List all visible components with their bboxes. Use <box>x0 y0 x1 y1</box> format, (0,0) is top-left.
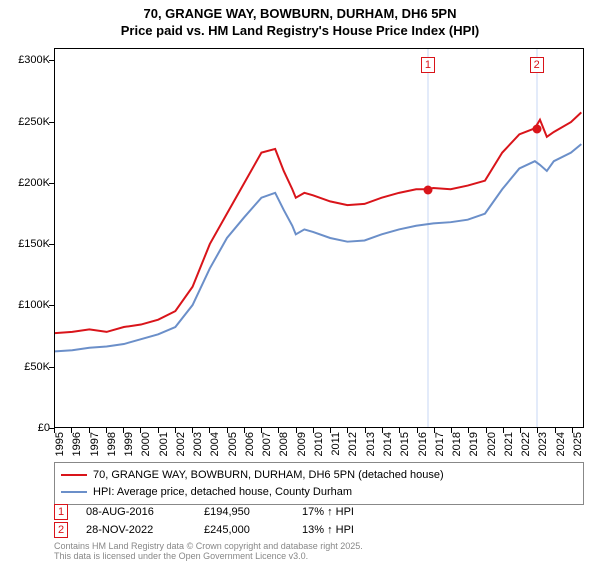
x-axis-label: 2007 <box>261 432 273 456</box>
y-axis-label: £150K <box>18 238 50 250</box>
x-axis-label: 2023 <box>537 432 549 456</box>
x-axis-label: 2008 <box>278 432 290 456</box>
y-axis-label: £50K <box>24 361 50 373</box>
x-axis-label: 2003 <box>192 432 204 456</box>
x-axis-label: 2002 <box>175 432 187 456</box>
event-marker <box>423 186 432 195</box>
x-axis-label: 2012 <box>347 432 359 456</box>
events-table: 1 08-AUG-2016 £194,950 17% ↑ HPI 2 28-NOV-202… <box>54 504 584 540</box>
x-axis-label: 2017 <box>434 432 446 456</box>
attribution: Contains HM Land Registry data © Crown c… <box>54 542 584 562</box>
series-line-price_paid <box>55 112 581 333</box>
x-axis-label: 2025 <box>572 432 584 456</box>
y-axis-label: £100K <box>18 299 50 311</box>
title-block: 70, GRANGE WAY, BOWBURN, DURHAM, DH6 5PN… <box>0 0 600 42</box>
x-axis-label: 2019 <box>468 432 480 456</box>
legend-swatch-1 <box>61 474 87 476</box>
x-axis-label: 2020 <box>486 432 498 456</box>
event-pct: 17% ↑ HPI <box>302 506 392 518</box>
attribution-line2: This data is licensed under the Open Gov… <box>54 552 584 562</box>
x-axis-label: 2016 <box>417 432 429 456</box>
x-axis-label: 2004 <box>209 432 221 456</box>
x-axis-label: 2013 <box>365 432 377 456</box>
legend-swatch-2 <box>61 491 87 493</box>
x-axis-label: 2006 <box>244 432 256 456</box>
chart-area: 12 £0£50K£100K£150K£200K£250K£300K199519… <box>54 48 584 428</box>
y-axis-label: £300K <box>18 54 50 66</box>
legend-label-2: HPI: Average price, detached house, Coun… <box>93 484 352 501</box>
y-axis-label: £250K <box>18 116 50 128</box>
event-marker-label: 2 <box>530 57 544 73</box>
x-axis-label: 1995 <box>54 432 66 456</box>
event-date: 28-NOV-2022 <box>86 524 186 536</box>
x-axis-label: 2024 <box>555 432 567 456</box>
x-axis-label: 2015 <box>399 432 411 456</box>
x-axis-label: 2009 <box>296 432 308 456</box>
x-axis-label: 1998 <box>106 432 118 456</box>
event-marker <box>532 124 541 133</box>
event-id-box: 1 <box>54 504 68 520</box>
x-axis-label: 2011 <box>330 432 342 456</box>
x-axis-label: 2010 <box>313 432 325 456</box>
event-price: £194,950 <box>204 506 284 518</box>
event-date: 08-AUG-2016 <box>86 506 186 518</box>
x-axis-label: 2022 <box>520 432 532 456</box>
y-axis-label: £0 <box>38 422 50 434</box>
title-line2: Price paid vs. HM Land Registry's House … <box>0 23 600 40</box>
x-axis-label: 2021 <box>503 432 515 456</box>
event-marker-label: 1 <box>421 57 435 73</box>
line-svg <box>55 49 583 427</box>
event-price: £245,000 <box>204 524 284 536</box>
x-axis-label: 2005 <box>227 432 239 456</box>
x-axis-label: 2001 <box>158 432 170 456</box>
x-axis-label: 2018 <box>451 432 463 456</box>
x-axis-label: 1997 <box>89 432 101 456</box>
x-axis-label: 2000 <box>140 432 152 456</box>
legend-label-1: 70, GRANGE WAY, BOWBURN, DURHAM, DH6 5PN… <box>93 467 444 484</box>
chart-container: 70, GRANGE WAY, BOWBURN, DURHAM, DH6 5PN… <box>0 0 600 560</box>
plot: 12 <box>54 48 584 428</box>
legend-row-1: 70, GRANGE WAY, BOWBURN, DURHAM, DH6 5PN… <box>61 467 577 484</box>
event-row: 1 08-AUG-2016 £194,950 17% ↑ HPI <box>54 504 584 520</box>
series-line-hpi <box>55 144 581 351</box>
x-axis-label: 2014 <box>382 432 394 456</box>
x-axis-label: 1996 <box>71 432 83 456</box>
title-line1: 70, GRANGE WAY, BOWBURN, DURHAM, DH6 5PN <box>0 6 600 23</box>
x-axis-label: 1999 <box>123 432 135 456</box>
y-axis-label: £200K <box>18 177 50 189</box>
legend-row-2: HPI: Average price, detached house, Coun… <box>61 484 577 501</box>
event-id-box: 2 <box>54 522 68 538</box>
event-pct: 13% ↑ HPI <box>302 524 392 536</box>
legend: 70, GRANGE WAY, BOWBURN, DURHAM, DH6 5PN… <box>54 462 584 505</box>
event-row: 2 28-NOV-2022 £245,000 13% ↑ HPI <box>54 522 584 538</box>
